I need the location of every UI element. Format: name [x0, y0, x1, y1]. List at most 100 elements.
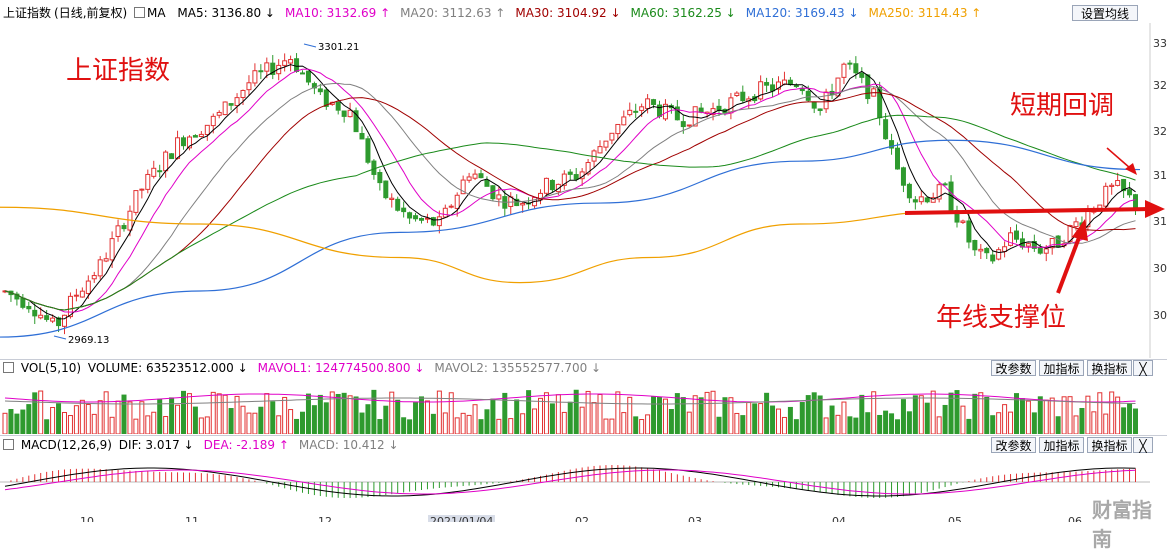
macd-values: DIF: 3.017 ↓ DEA: -2.189 ↑ MACD: 10.412 ↓ [119, 438, 409, 452]
volume-bar [817, 395, 823, 434]
panel-button[interactable]: 改参数 [991, 360, 1036, 376]
volume-bar [198, 417, 204, 434]
legend-value: MA5: 3136.80 ↓ [177, 6, 275, 20]
volume-bar [62, 412, 67, 434]
volume-bar [740, 415, 746, 434]
volume-bar [770, 405, 776, 434]
candle-body [323, 89, 329, 107]
panel-button[interactable]: 换指标 [1087, 437, 1132, 453]
candle-body [401, 207, 407, 213]
x-tick-label: 03 [688, 515, 702, 522]
candle-body [192, 135, 198, 138]
candle-body [115, 225, 121, 237]
volume-bar [430, 413, 436, 434]
volume-bar [436, 390, 442, 434]
volume-bar [1043, 399, 1049, 434]
volume-legend: VOL(5,10) VOLUME: 63523512.000 ↓ MAVOL1: … [3, 358, 614, 378]
candle-body [978, 248, 984, 252]
volume-bar [1109, 391, 1115, 434]
volume-bar [1121, 407, 1127, 434]
volume-bar [359, 412, 365, 434]
candle-body [91, 275, 97, 280]
candle-body [1049, 237, 1055, 249]
volume-bar [746, 402, 752, 434]
settings-button[interactable]: 设置均线 [1072, 5, 1138, 21]
candle-body [847, 62, 853, 65]
legend-value: MA60: 3162.25 ↓ [630, 6, 736, 20]
volume-bar [288, 409, 294, 434]
candle-body [282, 60, 288, 66]
panel-button[interactable]: ╳ [1133, 360, 1153, 376]
panel-button[interactable]: 改参数 [991, 437, 1036, 453]
price-chart: 33 32 32 31 31 30 30 3301.21 2969.13 [0, 23, 1167, 358]
volume-bar [1049, 397, 1055, 434]
panel-button[interactable]: 加指标 [1039, 360, 1084, 376]
candle-body [365, 138, 371, 163]
candle-body [633, 110, 639, 113]
panel-button[interactable]: ╳ [1133, 437, 1153, 453]
candle-body [1055, 235, 1061, 248]
volume-bar [805, 395, 811, 434]
candle-body [335, 101, 341, 111]
watermark: 财富指南 [1092, 498, 1152, 551]
candle-body [407, 212, 413, 219]
candle-body [1103, 185, 1109, 207]
candle-body [151, 167, 157, 177]
ma30-line [4, 92, 1136, 311]
volume-bar [228, 408, 234, 434]
legend-value: MA20: 3112.63 ↑ [400, 6, 506, 20]
candle-body [930, 197, 936, 203]
candle-body [371, 160, 377, 175]
candle-body [216, 111, 222, 116]
volume-bar [972, 393, 978, 434]
candle-body [1127, 189, 1133, 196]
volume-bar [692, 395, 698, 434]
volume-bar [776, 408, 781, 434]
panel-button[interactable]: 加指标 [1039, 437, 1084, 453]
x-tick-label: 02 [575, 515, 589, 522]
candle-body [133, 190, 139, 213]
volume-bar [841, 401, 847, 434]
macd-collapse-icon[interactable] [3, 439, 14, 450]
legend-value: MAVOL2: 135552577.700 ↓ [434, 361, 602, 375]
volume-bar [615, 391, 621, 434]
support-arrow-head [1145, 200, 1165, 218]
volume-bar [662, 398, 668, 434]
candle-body [895, 147, 900, 170]
candle-body [924, 197, 930, 203]
volume-bar [175, 404, 181, 434]
candle-body [942, 183, 948, 186]
x-tick-label: 04 [832, 515, 846, 522]
ma-checkbox-icon[interactable] [134, 7, 146, 18]
candle-body [347, 109, 353, 118]
y-tick-label: 33 [1153, 37, 1167, 50]
index-name-annotation: 上证指数 [66, 56, 171, 86]
candle-body [181, 137, 186, 147]
x-tick-label: 06 [1068, 515, 1082, 522]
candle-body [734, 92, 740, 97]
candle-body [912, 199, 918, 203]
volume-bar [942, 404, 948, 434]
candle-body [538, 192, 543, 201]
candle-body [1037, 247, 1043, 254]
candle-body [353, 110, 359, 133]
volume-bar [1019, 398, 1025, 434]
volume-bar [1073, 415, 1079, 434]
volume-bar [651, 396, 657, 434]
candle-body [1073, 221, 1079, 228]
volume-collapse-icon[interactable] [3, 362, 14, 373]
volume-bar [258, 406, 264, 434]
volume-bar [532, 408, 538, 434]
panel-button[interactable]: 换指标 [1087, 360, 1132, 376]
volume-bar [758, 403, 764, 434]
dea-line [4, 469, 1136, 495]
x-tick-label: 05 [948, 515, 962, 522]
volume-bar [186, 393, 192, 434]
candle-body [466, 176, 472, 181]
volume-bar [1079, 407, 1085, 434]
volume-bar [151, 411, 157, 434]
candle-body [103, 258, 109, 262]
volume-bar [567, 401, 573, 434]
legend-value: DIF: 3.017 ↓ [118, 438, 194, 452]
volume-bar [823, 417, 829, 434]
